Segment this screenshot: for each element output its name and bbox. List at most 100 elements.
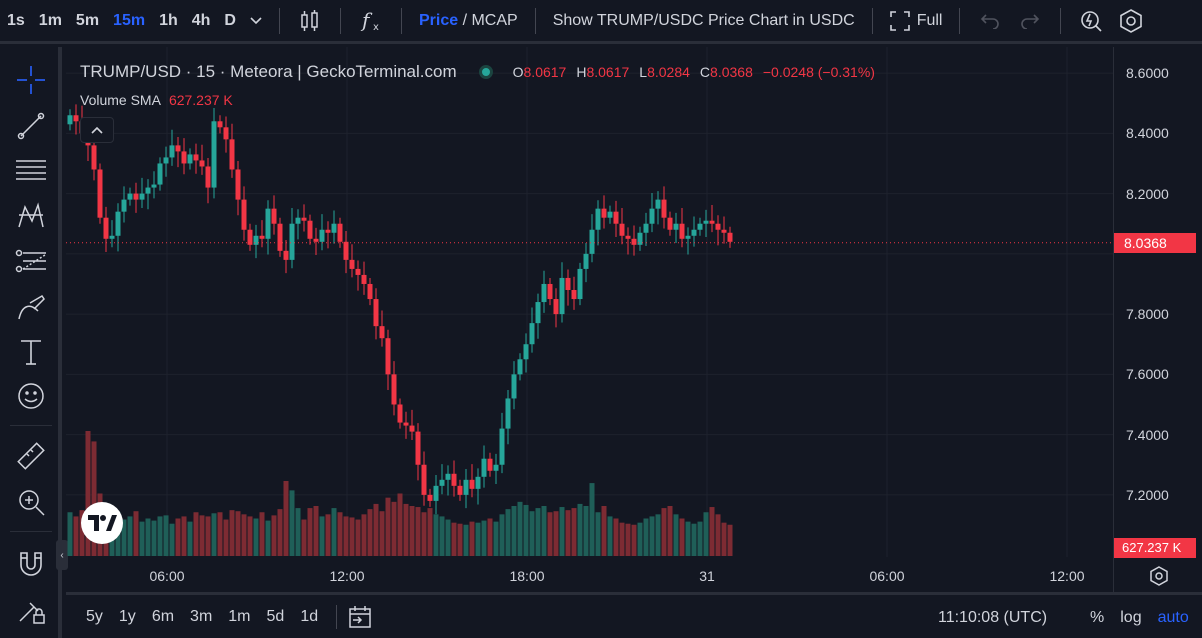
- candle-body: [433, 485, 439, 501]
- tradingview-logo[interactable]: [81, 502, 123, 544]
- chart-pane[interactable]: [66, 47, 1113, 592]
- candles-icon[interactable]: [290, 0, 330, 43]
- candle-body: [169, 145, 175, 158]
- candle-body: [205, 166, 211, 188]
- fullscreen-icon[interactable]: [883, 0, 917, 43]
- volume-bar: [469, 521, 475, 556]
- candle-body: [625, 235, 631, 239]
- horizontal-lines-icon[interactable]: [10, 151, 52, 189]
- magnet-icon[interactable]: [10, 545, 52, 583]
- volume-bar: [247, 516, 253, 556]
- candle-body: [703, 220, 709, 224]
- range-6m[interactable]: 6m: [151, 607, 175, 625]
- candle-body: [547, 283, 553, 300]
- redo-icon[interactable]: [1010, 0, 1050, 43]
- volume-bar: [559, 507, 565, 556]
- range-1d[interactable]: 1d: [300, 607, 319, 625]
- candle-body: [487, 458, 493, 471]
- range-3m[interactable]: 3m: [190, 607, 213, 625]
- volume-bar: [193, 512, 199, 556]
- fib-icon[interactable]: [10, 243, 52, 281]
- symbol-title[interactable]: TRUMP/USD · 15 · Meteora | GeckoTerminal…: [80, 62, 457, 81]
- pattern-icon[interactable]: [10, 197, 52, 235]
- price-toggle-label[interactable]: Price: [418, 11, 459, 29]
- collapse-toolbar-icon[interactable]: ‹: [56, 540, 68, 570]
- candle-body: [181, 151, 187, 164]
- candle-body: [343, 241, 349, 260]
- range-1m[interactable]: 1m: [228, 607, 251, 625]
- volume-bar: [427, 508, 433, 556]
- volume-legend-label: Volume SMA: [80, 92, 161, 108]
- undo-icon[interactable]: [970, 0, 1010, 43]
- crosshair-icon[interactable]: [10, 61, 52, 99]
- candle-body: [391, 374, 397, 405]
- chevron-down-icon[interactable]: [243, 0, 269, 43]
- price-tick: 8.6000: [1126, 65, 1169, 82]
- price-tick: 7.4000: [1126, 426, 1169, 443]
- brush-icon[interactable]: [10, 289, 52, 327]
- candle-body: [673, 223, 679, 230]
- log-scale-toggle[interactable]: log: [1120, 609, 1142, 626]
- volume-bar: [463, 524, 469, 556]
- candle-body: [361, 274, 367, 284]
- volume-bar: [433, 514, 439, 556]
- interval-15m[interactable]: 15m: [113, 11, 146, 29]
- range-5d[interactable]: 5d: [266, 607, 285, 625]
- auto-scale-toggle[interactable]: auto: [1157, 609, 1189, 626]
- volume-bar: [487, 518, 493, 556]
- range-5y[interactable]: 5y: [86, 607, 103, 625]
- candle-body: [667, 217, 673, 230]
- time-tick: 18:00: [509, 568, 545, 584]
- candle-body: [211, 121, 217, 188]
- candle-body: [655, 199, 661, 209]
- range-1y[interactable]: 1y: [118, 607, 136, 625]
- price-mcap-toggle[interactable]: Price / MCAP: [412, 0, 525, 43]
- price-axis[interactable]: 8.6000 8.4000 8.2000 7.8000 7.6000 7.4000 7.20…: [1113, 47, 1202, 592]
- candle-body: [259, 235, 265, 239]
- emoji-icon[interactable]: [10, 377, 52, 415]
- candle-body: [139, 193, 145, 200]
- ruler-icon[interactable]: [10, 437, 52, 475]
- text-tool-icon[interactable]: [10, 333, 52, 371]
- price-tick: 7.8000: [1126, 306, 1169, 323]
- axis-settings-gear-icon[interactable]: [1148, 565, 1170, 587]
- utc-clock[interactable]: 11:10:08 (UTC): [938, 609, 1048, 626]
- date-range-calendar-icon[interactable]: [347, 604, 373, 630]
- interval-D[interactable]: D: [224, 11, 236, 29]
- volume-bar: [73, 516, 79, 556]
- interval-4h[interactable]: 4h: [191, 11, 211, 29]
- lock-drawings-icon[interactable]: [10, 591, 52, 629]
- candle-body: [595, 208, 601, 230]
- candle-body: [325, 229, 331, 233]
- zoom-in-icon[interactable]: [10, 483, 52, 521]
- candle-body: [553, 299, 559, 315]
- show-usdc-chart-button[interactable]: Show TRUMP/USDC Price Chart in USDC: [552, 11, 855, 29]
- volume-bar: [619, 522, 625, 556]
- percent-scale-toggle[interactable]: %: [1090, 609, 1105, 626]
- interval-1m[interactable]: 1m: [38, 11, 62, 29]
- candle-body: [397, 404, 403, 423]
- interval-1s[interactable]: 1s: [7, 11, 25, 29]
- settings-hexagon-icon[interactable]: [1111, 0, 1151, 43]
- quick-search-icon[interactable]: [1071, 0, 1111, 43]
- collapse-legend-button[interactable]: [80, 117, 114, 143]
- time-axis[interactable]: 06:00 12:00 18:00 31 06:00 12:00: [66, 555, 1113, 592]
- volume-bar: [451, 522, 457, 556]
- volume-bar: [343, 516, 349, 556]
- volume-bar: [595, 512, 601, 556]
- candle-body: [709, 220, 715, 224]
- interval-5m[interactable]: 5m: [75, 11, 100, 29]
- trend-line-icon[interactable]: [10, 107, 52, 145]
- mcap-toggle-label[interactable]: / MCAP: [462, 11, 518, 29]
- full-button[interactable]: Full: [916, 11, 943, 29]
- volume-bar: [523, 504, 529, 556]
- toolbar-divider: [339, 7, 341, 34]
- volume-bar: [199, 515, 205, 556]
- candle-body: [439, 479, 445, 486]
- interval-1h[interactable]: 1h: [159, 11, 178, 29]
- candle-body: [469, 479, 475, 489]
- candle-body: [721, 229, 727, 233]
- candle-body: [67, 115, 73, 125]
- volume-bar: [727, 524, 733, 556]
